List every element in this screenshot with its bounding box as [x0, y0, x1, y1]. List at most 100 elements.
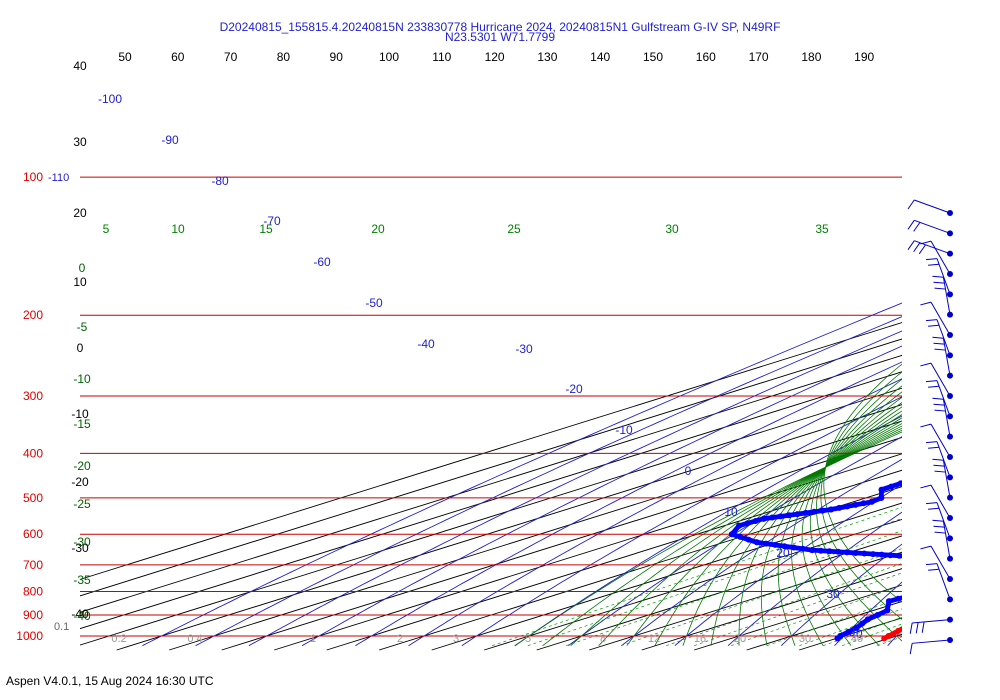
wind-barb-feather	[933, 525, 945, 528]
wind-barb-station	[947, 393, 953, 399]
mixing-ratio-label: 12	[648, 633, 660, 645]
wind-barb-feather	[920, 545, 932, 550]
sounding-profiles	[728, 455, 987, 642]
moist-adiabat	[598, 425, 902, 646]
dewpoint-point	[781, 543, 788, 550]
top-axis-label: 170	[749, 50, 769, 64]
wind-barb-feather	[933, 403, 945, 406]
top-axis-label: 100	[379, 50, 399, 64]
wind-barb-feather	[909, 643, 913, 655]
dewpoint-point	[911, 578, 917, 584]
chart-title-line2: N23.5301 W71.7799	[444, 30, 556, 44]
dewpoint-point	[744, 520, 751, 527]
dry-adiabat	[727, 511, 902, 647]
moist-adiabat-left-label: -40	[73, 609, 91, 623]
isotherm-line	[169, 420, 902, 651]
dewpoint-point	[887, 552, 894, 559]
dewpoint-point	[828, 506, 834, 513]
mixing-ratio-label: 3	[453, 633, 459, 645]
wind-barb-staff	[912, 639, 951, 644]
isotherm-label: -60	[313, 255, 331, 269]
dewpoint-point	[962, 458, 968, 464]
moist-adiabat	[760, 406, 902, 646]
moist-adiabat	[626, 423, 902, 646]
chart-title-line1: D20240815_155815.4.20240815N 233830778 H…	[219, 20, 781, 34]
temperature-point	[958, 589, 964, 595]
wind-barb-station	[947, 555, 953, 562]
dewpoint-point	[753, 539, 760, 546]
dewpoint-point	[886, 598, 892, 605]
wind-barb-station	[947, 616, 953, 623]
isotherm-line	[431, 502, 902, 651]
top-axis-label: 120	[485, 50, 505, 64]
dewpoint-point	[790, 544, 797, 551]
wind-barb-staff	[930, 545, 951, 580]
mixing-ratio-line	[766, 597, 902, 647]
dewpoint-point	[859, 620, 866, 627]
temperature-point	[958, 589, 964, 595]
isotherm-label: 30	[826, 587, 840, 601]
isotherm-line	[116, 404, 902, 651]
isotherm-label: -110	[48, 172, 69, 184]
wind-barb-feather	[928, 568, 940, 571]
dewpoint-point	[917, 570, 923, 576]
dewpoint-point	[868, 498, 875, 505]
top-axis-label: 180	[801, 50, 821, 64]
moist-adiabat-label: 10	[171, 222, 185, 236]
moist-adiabat-label: 5	[103, 222, 110, 236]
dewpoint-point	[736, 522, 743, 529]
wind-barb-staff	[936, 319, 951, 356]
dry-adiabat	[195, 316, 902, 647]
wind-barb-feather	[907, 220, 915, 230]
mixing-ratio-label: 0.2	[111, 633, 126, 645]
temperature-point	[921, 612, 927, 618]
dry-adiabat	[514, 415, 902, 647]
moist-adiabat	[823, 363, 902, 603]
wind-barb-station	[947, 576, 953, 582]
wind-barb-staff	[936, 258, 951, 295]
wind-barb-staff	[912, 619, 951, 624]
wind-barb-feather	[934, 470, 946, 473]
temperature-point	[905, 623, 911, 629]
dewpoint-point	[861, 550, 868, 557]
moist-adiabat-left-label: -35	[73, 573, 91, 587]
top-axis-label: 140	[590, 50, 610, 64]
dewpoint-point	[769, 514, 776, 521]
dry-adiabat-label: 10	[73, 275, 87, 289]
wind-barb-feather	[907, 240, 915, 250]
dewpoint-point	[917, 464, 923, 470]
dewpoint-point	[864, 616, 871, 623]
mixing-ratio-line	[841, 623, 902, 647]
dry-adiabat	[994, 181, 1000, 646]
temperature-point	[938, 601, 944, 607]
moist-adiabat	[809, 385, 902, 646]
wind-barb-station	[947, 372, 953, 379]
mixing-ratio-line	[822, 616, 902, 647]
dewpoint-point	[917, 472, 923, 478]
dewpoint-point	[817, 547, 824, 554]
moist-adiabat	[738, 410, 902, 646]
moist-adiabat	[820, 371, 902, 620]
temperature-point	[930, 606, 936, 612]
pressure-label: 900	[23, 608, 43, 622]
dry-adiabat	[834, 581, 902, 647]
dewpoint-point	[981, 455, 987, 461]
dewpoint-point	[852, 501, 859, 508]
moist-adiabat-left-label: -20	[73, 459, 91, 473]
wind-barb-feather	[934, 287, 946, 290]
isotherm-line	[80, 322, 902, 580]
wind-barb-feather	[928, 324, 940, 327]
dewpoint-point	[763, 540, 769, 547]
dewpoint-point	[917, 464, 923, 470]
isotherm-line	[221, 436, 902, 651]
wind-barb-staff	[914, 199, 951, 214]
wind-barb-staff	[936, 502, 951, 539]
isotherm-label: -90	[161, 133, 179, 147]
dewpoint-point	[852, 550, 859, 556]
dry-adiabat	[142, 302, 902, 647]
moist-adiabat-left-label: -15	[73, 417, 91, 431]
wind-barb-feather	[933, 342, 945, 345]
isotherm-label: -50	[365, 296, 383, 310]
moist-adiabat	[682, 417, 902, 646]
dewpoint-point	[911, 578, 917, 584]
